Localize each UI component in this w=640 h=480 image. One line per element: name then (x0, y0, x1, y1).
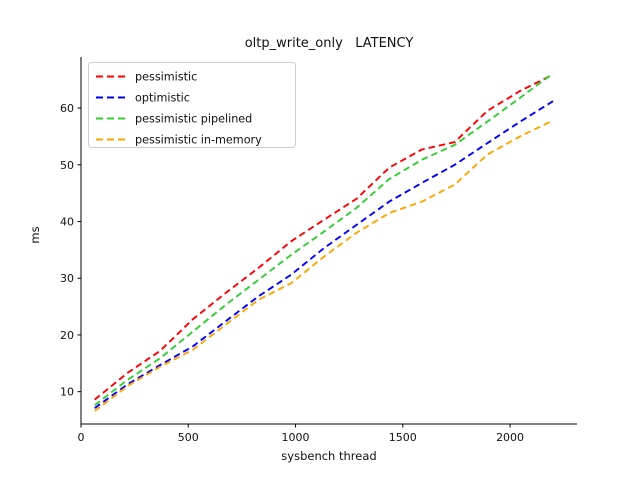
y-tick-label: 60 (60, 102, 74, 115)
y-tick-label: 30 (60, 272, 74, 285)
x-tick-label: 0 (78, 431, 85, 444)
legend-label-pessimistic-in-memory: pessimistic in-memory (135, 134, 262, 147)
series-line-pessimistic (94, 73, 554, 401)
legend-label-optimistic: optimistic (135, 92, 190, 105)
x-axis-label: sysbench thread (281, 449, 377, 463)
y-tick-label: 20 (60, 329, 74, 342)
legend-label-pessimistic-pipelined: pessimistic pipelined (135, 113, 252, 126)
legend-label-pessimistic: pessimistic (135, 71, 197, 84)
y-tick-label: 50 (60, 159, 74, 172)
x-tick-label: 500 (178, 431, 199, 444)
chart-title: oltp_write_only LATENCY (244, 36, 414, 51)
y-tick-label: 10 (60, 386, 74, 399)
legend-box (88, 62, 296, 148)
series-line-pessimistic-pipelined (94, 72, 554, 407)
x-tick-label: 2000 (496, 431, 524, 444)
y-tick-label: 40 (60, 215, 74, 228)
series-line-pessimistic-in-memory (94, 119, 554, 412)
x-tick-label: 1000 (282, 431, 310, 444)
x-tick-label: 1500 (389, 431, 417, 444)
